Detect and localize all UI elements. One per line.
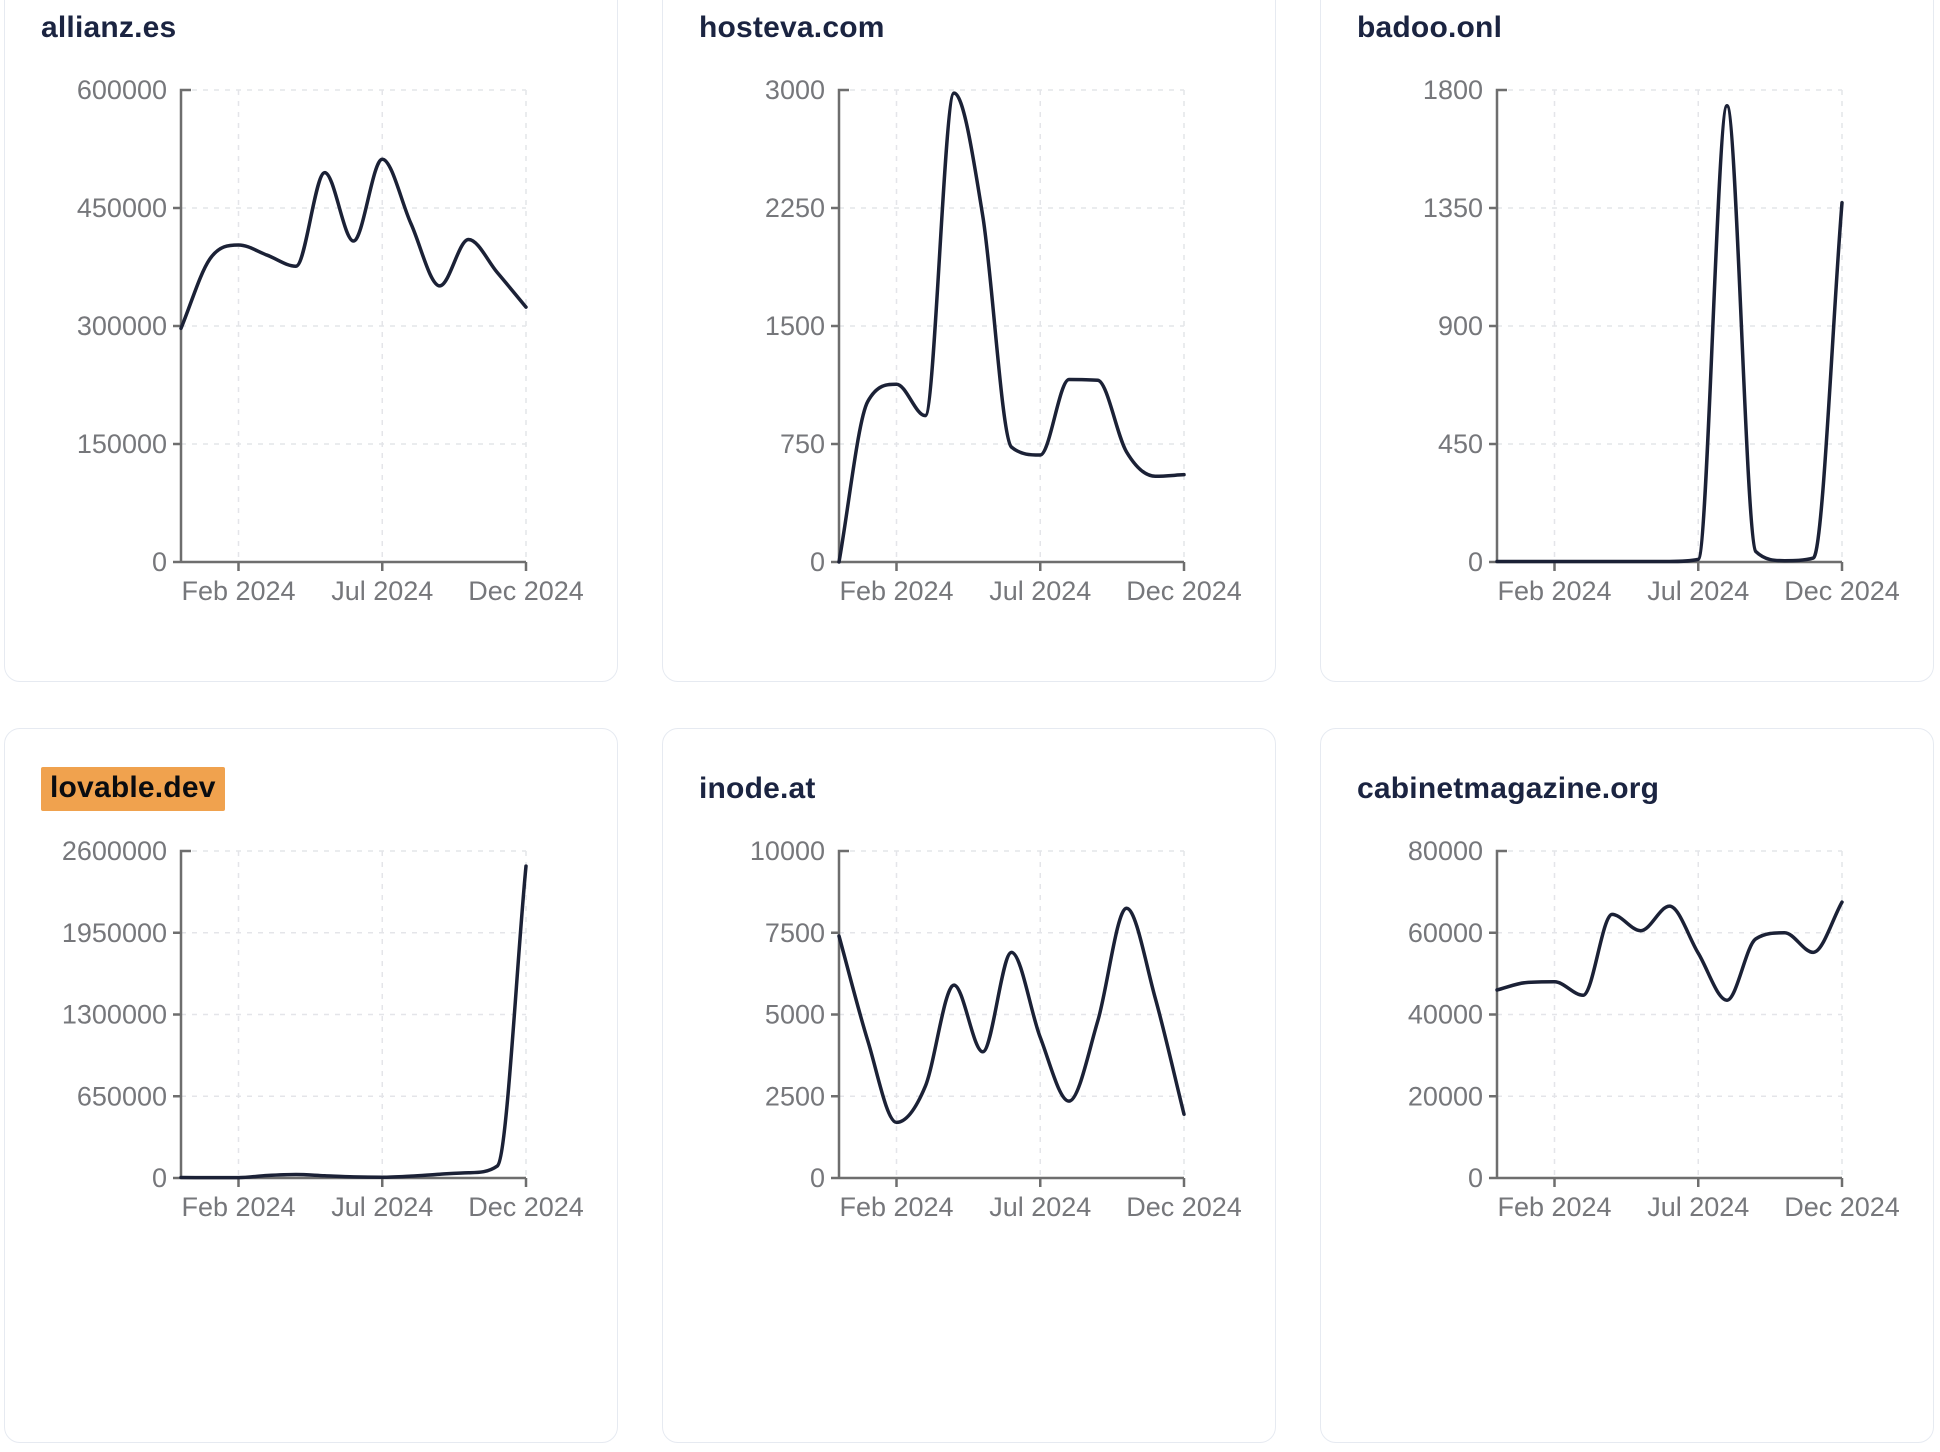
traffic-line-chart: 0 450 900 1350 1800 Feb 2024 Jul 2024 Dec 2024: [1423, 76, 1900, 606]
card-title-row: cabinetmagazine.org: [1357, 769, 1933, 809]
domain-chart-card[interactable]: hosteva.com 0 750 1500 2250 3000 Feb 2024 Jul …: [662, 0, 1276, 682]
y-tick-label: 1800: [1423, 76, 1483, 105]
card-title-row: hosteva.com: [699, 8, 1275, 48]
y-tick-label: 0: [810, 547, 825, 577]
y-tick-label: 650000: [77, 1081, 167, 1111]
y-tick-label: 0: [810, 1163, 825, 1193]
trend-line: [837, 906, 1186, 1125]
x-tick-label: Feb 2024: [839, 1192, 953, 1222]
y-tick-label: 600000: [77, 76, 167, 105]
y-tick-label: 0: [1468, 547, 1483, 577]
y-tick-label: 0: [152, 547, 167, 577]
card-title-row: lovable.dev: [41, 767, 617, 811]
trend-line: [837, 91, 1186, 564]
card-title-row: inode.at: [699, 769, 1275, 809]
y-tick-label: 900: [1438, 311, 1483, 341]
y-tick-label: 2600000: [62, 837, 167, 866]
x-tick-label: Dec 2024: [1784, 1192, 1900, 1222]
y-tick-label: 1300000: [62, 1000, 167, 1030]
y-tick-label: 60000: [1408, 918, 1483, 948]
x-tick-label: Feb 2024: [1497, 1192, 1611, 1222]
y-tick-label: 1950000: [62, 918, 167, 948]
chart-title: badoo.onl: [1357, 11, 1503, 44]
x-tick-label: Dec 2024: [468, 1192, 584, 1222]
chart-title: allianz.es: [41, 11, 177, 44]
chart-title: inode.at: [699, 772, 816, 805]
y-tick-label: 750: [780, 429, 825, 459]
traffic-line-chart: 0 2500 5000 7500 10000 Feb 2024 Jul 2024 Dec 20…: [750, 837, 1242, 1222]
x-tick-label: Dec 2024: [1126, 576, 1242, 606]
trend-line: [1495, 103, 1844, 564]
x-tick-label: Jul 2024: [989, 576, 1091, 606]
traffic-line-chart: 0 750 1500 2250 3000 Feb 2024 Jul 2024 Dec 2024: [765, 76, 1242, 606]
traffic-line-chart: 0 650000 1300000 1950000 2600000 Feb 2024 Jul …: [62, 837, 584, 1222]
chart-title: hosteva.com: [699, 11, 885, 44]
y-tick-label: 450000: [77, 193, 167, 223]
x-tick-label: Feb 2024: [1497, 576, 1611, 606]
card-title-row: allianz.es: [41, 8, 617, 48]
y-tick-label: 0: [1468, 1163, 1483, 1193]
domain-chart-card[interactable]: lovable.dev 0 650000 1300000 1950000 2600000…: [4, 728, 618, 1443]
trend-line: [179, 864, 528, 1180]
y-axis: [179, 88, 191, 562]
x-tick-label: Jul 2024: [331, 1192, 433, 1222]
dashboard-grid: allianz.es 0 150000 300000 450000 600000 Feb …: [4, 0, 1940, 1443]
x-tick-label: Jul 2024: [989, 1192, 1091, 1222]
y-tick-label: 20000: [1408, 1081, 1483, 1111]
y-tick-label: 7500: [765, 918, 825, 948]
y-tick-label: 40000: [1408, 1000, 1483, 1030]
y-tick-label: 10000: [750, 837, 825, 866]
x-tick-label: Feb 2024: [839, 576, 953, 606]
domain-chart-card[interactable]: inode.at 0 2500 5000 7500 10000 Feb 2024 Jul 2…: [662, 728, 1276, 1443]
y-tick-label: 3000: [765, 76, 825, 105]
domain-chart-card[interactable]: allianz.es 0 150000 300000 450000 600000 Feb …: [4, 0, 618, 682]
x-tick-label: Dec 2024: [1784, 576, 1900, 606]
x-tick-label: Jul 2024: [1647, 576, 1749, 606]
y-tick-label: 1350: [1423, 193, 1483, 223]
y-axis: [1495, 88, 1507, 562]
x-tick-label: Feb 2024: [181, 576, 295, 606]
y-axis: [837, 88, 849, 562]
y-axis: [1495, 849, 1507, 1178]
x-tick-label: Dec 2024: [468, 576, 584, 606]
x-tick-label: Jul 2024: [1647, 1192, 1749, 1222]
y-tick-label: 1500: [765, 311, 825, 341]
trend-line: [1495, 900, 1844, 1002]
domain-chart-card[interactable]: cabinetmagazine.org 0 20000 40000 60000 8000…: [1320, 728, 1934, 1443]
card-title-row: badoo.onl: [1357, 8, 1933, 48]
y-tick-label: 2250: [765, 193, 825, 223]
chart-title: cabinetmagazine.org: [1357, 772, 1660, 805]
domain-chart-card[interactable]: badoo.onl 0 450 900 1350 1800 Feb 2024 Jul 202…: [1320, 0, 1934, 682]
traffic-line-chart: 0 150000 300000 450000 600000 Feb 2024 Jul 202…: [77, 76, 584, 606]
y-tick-label: 300000: [77, 311, 167, 341]
y-tick-label: 450: [1438, 429, 1483, 459]
trend-line: [179, 157, 528, 331]
x-tick-label: Jul 2024: [331, 576, 433, 606]
y-tick-label: 80000: [1408, 837, 1483, 866]
x-tick-label: Dec 2024: [1126, 1192, 1242, 1222]
chart-title-highlighted: lovable.dev: [41, 767, 225, 811]
y-tick-label: 150000: [77, 429, 167, 459]
y-tick-label: 5000: [765, 1000, 825, 1030]
y-axis: [837, 849, 849, 1178]
traffic-line-chart: 0 20000 40000 60000 80000 Feb 2024 Jul 2024 Dec…: [1408, 837, 1900, 1222]
y-tick-label: 0: [152, 1163, 167, 1193]
y-axis: [179, 849, 191, 1178]
y-tick-label: 2500: [765, 1081, 825, 1111]
x-tick-label: Feb 2024: [181, 1192, 295, 1222]
